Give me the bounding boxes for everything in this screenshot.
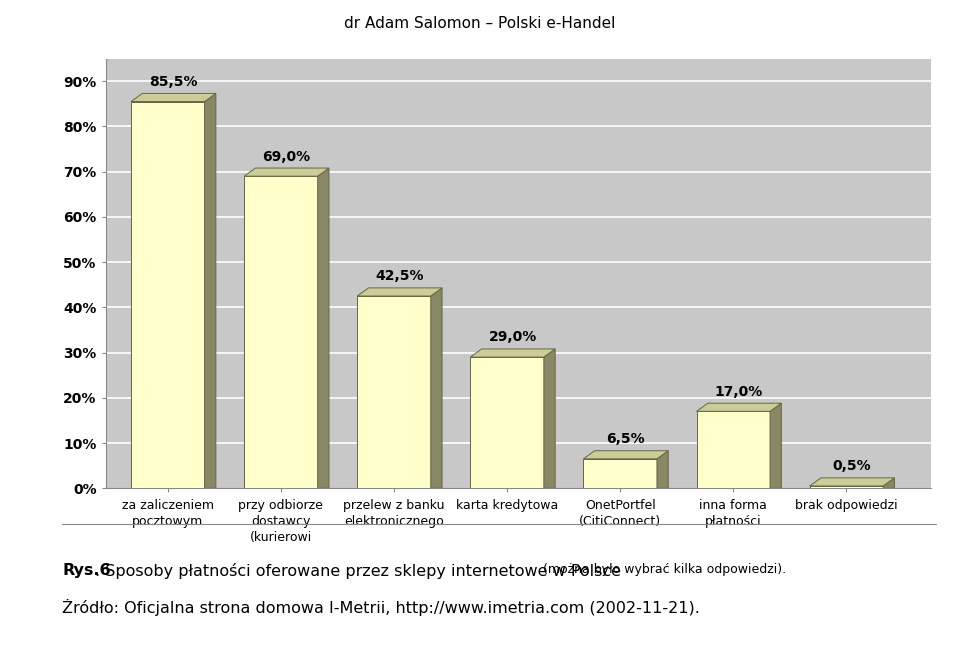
Text: (można było wybrać kilka odpowiedzi).: (można było wybrać kilka odpowiedzi). bbox=[543, 563, 786, 576]
Polygon shape bbox=[883, 478, 895, 488]
Polygon shape bbox=[204, 93, 216, 488]
Polygon shape bbox=[770, 403, 781, 488]
Polygon shape bbox=[132, 102, 204, 488]
Text: . Sposoby płatności oferowane przez sklepy internetowe w Polsce: . Sposoby płatności oferowane przez skle… bbox=[95, 563, 626, 579]
Polygon shape bbox=[697, 411, 770, 488]
Text: 0,5%: 0,5% bbox=[832, 460, 872, 473]
Polygon shape bbox=[544, 349, 555, 488]
Text: 42,5%: 42,5% bbox=[375, 270, 424, 283]
Text: 69,0%: 69,0% bbox=[262, 150, 311, 163]
Polygon shape bbox=[318, 168, 329, 488]
Text: 29,0%: 29,0% bbox=[489, 331, 537, 344]
Polygon shape bbox=[431, 288, 442, 488]
Text: dr Adam Salomon – Polski e-Handel: dr Adam Salomon – Polski e-Handel bbox=[345, 16, 615, 31]
Polygon shape bbox=[244, 176, 318, 488]
Polygon shape bbox=[357, 288, 442, 296]
Text: Żródło: Oficjalna strona domowa I-Metrii, http://www.imetria.com (2002-11-21).: Żródło: Oficjalna strona domowa I-Metrii… bbox=[62, 599, 700, 616]
Text: 85,5%: 85,5% bbox=[149, 75, 198, 89]
Text: 17,0%: 17,0% bbox=[715, 385, 763, 398]
Polygon shape bbox=[657, 450, 668, 488]
Polygon shape bbox=[697, 403, 781, 411]
Polygon shape bbox=[584, 459, 657, 488]
Polygon shape bbox=[357, 296, 431, 488]
Polygon shape bbox=[244, 168, 329, 176]
Polygon shape bbox=[470, 357, 544, 488]
Polygon shape bbox=[132, 93, 216, 102]
Text: Rys.6: Rys.6 bbox=[62, 563, 111, 578]
Polygon shape bbox=[809, 478, 895, 486]
Polygon shape bbox=[809, 486, 883, 488]
Text: 6,5%: 6,5% bbox=[607, 432, 645, 446]
Polygon shape bbox=[470, 349, 555, 357]
Polygon shape bbox=[584, 450, 668, 459]
